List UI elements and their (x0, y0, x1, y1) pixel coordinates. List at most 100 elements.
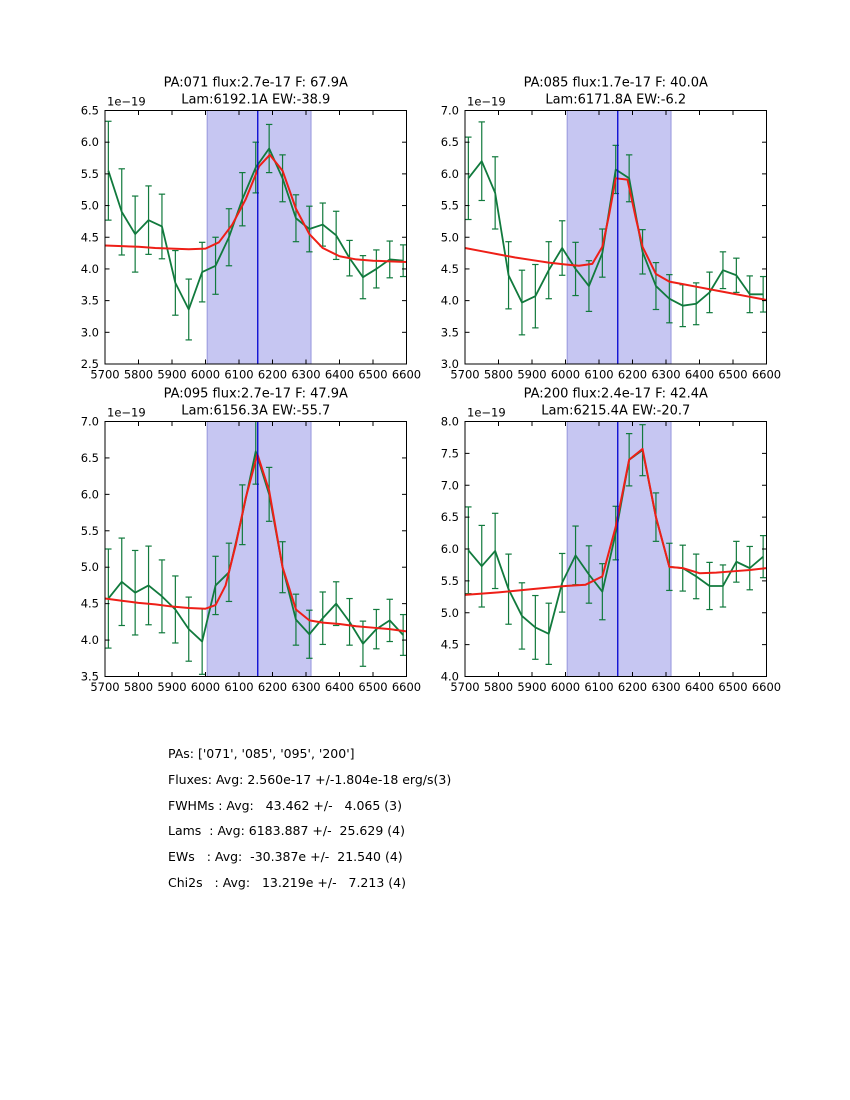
panel-1-xtick-label: 6400 (325, 368, 354, 382)
panel-1-ytick-label: 3.5 (81, 294, 99, 308)
panel-4-ytick-label: 4.5 (441, 638, 459, 652)
summary-line-ews: EWs : Avg: -30.387e +/- 21.540 (4) (168, 849, 403, 865)
panel-1-xtick-label: 6300 (291, 368, 320, 382)
panel-1-xtick-label: 6100 (224, 368, 253, 382)
panel-4-xtick-label: 5800 (484, 680, 513, 694)
panel-3: 5700 5800 5900 6000 6100 6200 6300 6400 6500 6600… (81, 387, 421, 695)
panel-4-ytick-label: 4.0 (441, 670, 459, 684)
panel-2-ytick-label: 5.0 (441, 230, 459, 244)
panel-2-xtick-label: 6300 (651, 368, 680, 382)
panel-1-xtick-label: 6200 (258, 368, 287, 382)
panel-1-xtick-label: 5700 (90, 368, 119, 382)
panel-3-tick-labels: 5700 5800 5900 6000 6100 6200 6300 6400 6500 6600… (81, 415, 421, 695)
panel-1-title-line2: Lam:6192.1A EW:-38.9 (181, 93, 330, 108)
panel-4-xtick-label: 6100 (584, 680, 613, 694)
panel-4-ytick-label: 6.0 (441, 542, 459, 556)
panel-2-tick-labels: 5700 5800 5900 6000 6100 6200 6300 6400 6500 6600… (441, 104, 781, 382)
panel-2-ytick-label: 3.0 (441, 357, 459, 371)
panel-4-ytick-label: 5.0 (441, 606, 459, 620)
panel-2-ticks (464, 110, 767, 365)
panel-4-ticks (464, 421, 767, 677)
panel-1-ticks (104, 110, 407, 365)
panel-1-fit-line (104, 153, 407, 263)
panel-1: 5700 5800 5900 6000 6100 6200 6300 6400 6500 6600… (81, 76, 421, 382)
panel-2-xtick-label: 6400 (685, 368, 714, 382)
panel-4-xtick-label: 6300 (651, 680, 680, 694)
panel-4-xtick-label: 6500 (718, 680, 747, 694)
panel-3-xtick-label: 6600 (392, 680, 421, 694)
panel-3-xtick-label: 6200 (258, 680, 287, 694)
spectra-grid: 5700 5800 5900 6000 6100 6200 6300 6400 6500 6600… (81, 76, 781, 695)
panel-4-ytick-label: 5.5 (441, 574, 459, 588)
panel-3-ytick-label: 7.0 (81, 415, 99, 429)
summary-line-fluxes: Fluxes: Avg: 2.560e-17 +/-1.804e-18 erg/… (168, 771, 452, 787)
panel-3-ticks (104, 421, 407, 677)
panel-4-ytick-label: 6.5 (441, 510, 459, 524)
panel-3-xtick-label: 6000 (191, 680, 220, 694)
panel-4-xtick-label: 5900 (517, 680, 546, 694)
panel-2-ytick-label: 7.0 (441, 104, 459, 118)
summary-block: PAs: ['071', '085', '095', '200'] Fluxes… (168, 741, 451, 896)
panel-3-ytick-label: 6.5 (81, 451, 99, 465)
panel-2-offset-label: 1e−19 (467, 95, 506, 109)
panel-2-ytick-label: 3.5 (441, 325, 459, 339)
panel-3-xtick-label: 5900 (157, 680, 186, 694)
panel-1-band (206, 110, 312, 365)
panel-2-xtick-label: 5700 (450, 368, 479, 382)
panel-1-xtick-label: 5900 (157, 368, 186, 382)
panel-4-title-line2: Lam:6215.4A EW:-20.7 (541, 404, 690, 419)
panel-4-fit-line (464, 447, 767, 596)
panel-3-xtick-label: 6500 (358, 680, 387, 694)
panel-3-axes-frame (104, 421, 407, 677)
panel-2-title-line2: Lam:6171.8A EW:-6.2 (545, 93, 686, 108)
panel-2-xtick-label: 5800 (484, 368, 513, 382)
panel-2-xtick-label: 6600 (752, 368, 781, 382)
panel-2-ytick-label: 5.5 (441, 199, 459, 213)
panel-4-ytick-label: 7.0 (441, 478, 459, 492)
panel-1-xtick-label: 6600 (392, 368, 421, 382)
panel-2-title-line1: PA:085 flux:1.7e-17 F: 40.0A (524, 76, 708, 91)
panel-4-xtick-label: 6400 (685, 680, 714, 694)
panel-2-xtick-label: 6000 (551, 368, 580, 382)
panel-2-xtick-label: 6100 (584, 368, 613, 382)
panel-3-spectrum-line (107, 450, 404, 645)
panel-1-ytick-label: 2.5 (81, 357, 99, 371)
panel-4-ytick-label: 8.0 (441, 415, 459, 429)
panel-2: 5700 5800 5900 6000 6100 6200 6300 6400 6500 6600… (441, 76, 781, 382)
panel-4-xtick-label: 6000 (551, 680, 580, 694)
summary-line-fwhms: FWHMs : Avg: 43.462 +/- 4.065 (3) (168, 797, 402, 813)
panel-3-fit-line (104, 453, 407, 633)
panel-3-xtick-label: 5700 (90, 680, 119, 694)
panel-1-ytick-label: 6.5 (81, 104, 99, 118)
panel-1-ytick-label: 4.0 (81, 262, 99, 276)
panel-1-xtick-label: 5800 (124, 368, 153, 382)
panel-1-tick-labels: 5700 5800 5900 6000 6100 6200 6300 6400 6500 6600… (81, 104, 421, 382)
summary-line-chi2s: Chi2s : Avg: 13.219e +/- 7.213 (4) (168, 874, 406, 890)
panel-1-spectrum-line (107, 147, 404, 311)
panel-3-xtick-label: 6300 (291, 680, 320, 694)
panel-2-ytick-label: 6.0 (441, 167, 459, 181)
panel-2-band (566, 110, 672, 365)
panel-3-ytick-label: 5.5 (81, 524, 99, 538)
panel-1-xtick-label: 6000 (191, 368, 220, 382)
panel-4-xtick-label: 5700 (450, 680, 479, 694)
panel-3-ytick-label: 4.5 (81, 597, 99, 611)
panel-3-xtick-label: 6100 (224, 680, 253, 694)
panel-3-ytick-label: 3.5 (81, 670, 99, 684)
panel-1-ytick-label: 6.0 (81, 135, 99, 149)
panel-4-ytick-label: 7.5 (441, 446, 459, 460)
panel-1-ytick-label: 4.5 (81, 230, 99, 244)
panel-1-ytick-label: 3.0 (81, 325, 99, 339)
panel-4-band (566, 421, 672, 677)
panel-4-tick-labels: 5700 5800 5900 6000 6100 6200 6300 6400 6500 6600… (441, 415, 781, 695)
panel-1-title-line1: PA:071 flux:2.7e-17 F: 67.9A (164, 76, 348, 91)
panel-4-xtick-label: 6200 (618, 680, 647, 694)
panel-3-title-line2: Lam:6156.3A EW:-55.7 (181, 404, 330, 419)
panel-3-ytick-label: 4.0 (81, 633, 99, 647)
panel-2-spectrum-line (467, 160, 764, 307)
panel-3-title-line1: PA:095 flux:2.7e-17 F: 47.9A (164, 387, 348, 402)
panel-1-xtick-label: 6500 (358, 368, 387, 382)
panel-2-xtick-label: 5900 (517, 368, 546, 382)
panel-4-offset-label: 1e−19 (467, 406, 506, 420)
